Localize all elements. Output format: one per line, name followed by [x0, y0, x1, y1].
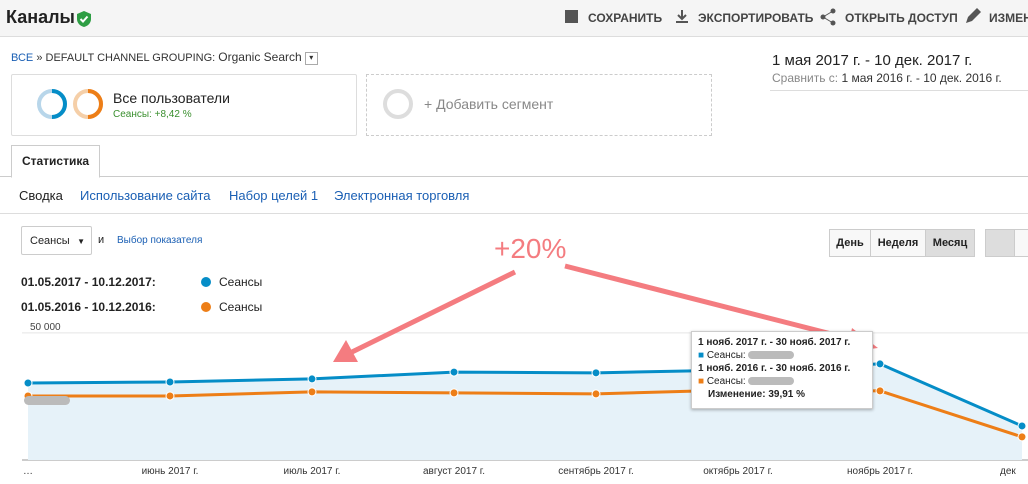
blurred-label — [24, 396, 70, 405]
add-segment-icon — [383, 89, 413, 119]
tooltip-change: Изменение: 39,91 % — [708, 389, 806, 400]
data-point — [875, 386, 885, 396]
data-point — [165, 391, 175, 401]
legend-marker — [201, 277, 211, 287]
tooltip-row: ■ Сеансы: — [698, 375, 866, 388]
data-point — [875, 359, 885, 369]
data-point — [449, 388, 459, 398]
edit-button[interactable]: ИЗМЕН — [989, 11, 1028, 25]
segment-delta: Сеансы: +8,42 % — [113, 109, 192, 120]
data-point — [449, 367, 459, 377]
breadcrumb-value: Organic Search — [218, 50, 302, 64]
tooltip-range: 1 нояб. 2016 г. - 30 нояб. 2016 г. — [698, 363, 851, 374]
tooltip-row: ■ Сеансы: — [698, 349, 866, 362]
subtab[interactable]: Электронная торговля — [334, 188, 470, 203]
period-month[interactable]: Месяц — [925, 229, 975, 257]
legend-label: Сеансы — [219, 275, 262, 289]
x-tick-label: ноябрь 2017 г. — [847, 465, 913, 477]
tab[interactable]: Статистика — [11, 145, 100, 178]
data-point — [165, 377, 175, 387]
dropdown[interactable]: ▾ — [304, 51, 318, 65]
tooltip-label: Сеансы: — [706, 350, 746, 361]
tooltip-label: Сеансы: — [706, 376, 746, 387]
tab-line — [0, 176, 1028, 177]
period-week[interactable]: Неделя — [870, 229, 926, 257]
blurred-value — [747, 351, 794, 360]
data-point — [591, 368, 601, 378]
add-segment-card[interactable] — [366, 74, 712, 136]
page-title: Каналы — [6, 7, 75, 27]
divider — [0, 213, 1028, 214]
tooltip: 1 нояб. 2017 г. - 30 нояб. 2017 г. ■ Сеа… — [691, 331, 873, 409]
metric-name: Сеансы — [30, 235, 70, 247]
segment-icons — [37, 89, 103, 119]
x-tick-label: сентябрь 2017 г. — [558, 465, 634, 477]
save-button[interactable]: СОХРАНИТЬ — [588, 11, 663, 25]
share-button[interactable]: ОТКРЫТЬ ДОСТУП — [845, 11, 958, 25]
data-point — [307, 374, 317, 384]
and-label: и — [98, 234, 105, 246]
annotation-arrow — [564, 263, 856, 343]
segment-card[interactable] — [11, 74, 357, 136]
data-point — [307, 387, 317, 397]
breadcrumb-separator: » — [36, 52, 43, 64]
x-tick-label: … — [23, 466, 33, 477]
subtab[interactable]: Использование сайта — [80, 188, 211, 203]
legend-range: 01.05.2016 - 10.12.2016: — [21, 300, 156, 314]
legend-range: 01.05.2017 - 10.12.2017: — [21, 275, 156, 289]
annotation: +20% — [494, 233, 566, 264]
divider — [770, 90, 1028, 91]
segment-name: Все пользователи — [113, 90, 230, 106]
compare-range: 1 мая 2016 г. - 10 дек. 2016 г. — [841, 71, 1002, 85]
dropdown-arrow: ▼ — [77, 237, 85, 246]
choose-metric[interactable]: Выбор показателя — [117, 235, 203, 246]
export-button[interactable]: ЭКСПОРТИРОВАТЬ — [698, 11, 814, 25]
date-range[interactable]: 1 мая 2017 г. - 10 дек. 2017 г. — [772, 52, 973, 69]
breadcrumb: ВСЕ » DEFAULT CHANNEL GROUPING: Organic … — [11, 50, 318, 65]
header-bar — [0, 0, 1028, 37]
data-point — [23, 378, 33, 388]
x-tick-label: июль 2017 г. — [284, 466, 341, 477]
data-point — [1017, 421, 1027, 431]
breadcrumb-group: DEFAULT CHANNEL GROUPING: — [45, 52, 216, 64]
tooltip-range: 1 нояб. 2017 г. - 30 нояб. 2017 г. — [698, 337, 851, 348]
arrow-head — [333, 340, 358, 362]
x-tick-label: август 2017 г. — [423, 466, 485, 477]
compare-label: Сравнить с: 1 мая 2016 г. - 10 дек. 2016… — [772, 71, 1002, 85]
breadcrumb-root[interactable]: ВСЕ — [11, 52, 34, 64]
annotation-arrow — [350, 269, 517, 355]
compare-label-text: Сравнить с: — [772, 71, 839, 85]
x-tick-label: июнь 2017 г. — [142, 466, 199, 477]
blurred-value — [747, 377, 794, 386]
add-segment[interactable]: + Добавить сегмент — [424, 96, 554, 112]
header-icons — [565, 8, 981, 26]
shield-icon — [77, 11, 91, 27]
x-tick-label: дек — [1000, 466, 1016, 477]
subtab[interactable]: Набор целей 1 — [229, 188, 319, 203]
y-tick-label: 50 000 — [30, 322, 61, 333]
legend-marker — [201, 302, 211, 312]
data-point — [591, 389, 601, 399]
data-point — [1017, 432, 1027, 442]
subtab[interactable]: Сводка — [19, 188, 63, 203]
metric-select[interactable]: Сеансы ▼ — [21, 226, 92, 255]
legend-label: Сеансы — [219, 300, 262, 314]
chart-type-scatter[interactable] — [1014, 229, 1028, 257]
x-tick-label: октябрь 2017 г. — [703, 465, 773, 477]
